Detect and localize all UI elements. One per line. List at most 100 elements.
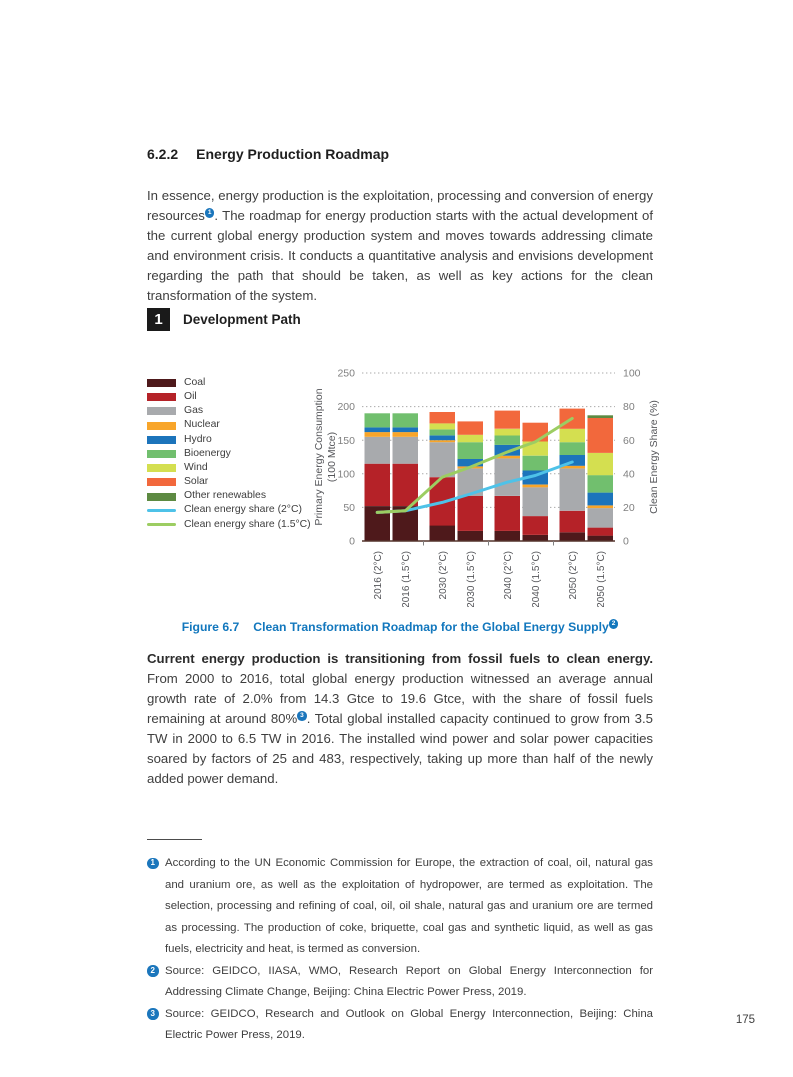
bar-segment: [429, 440, 455, 443]
footnote-marker-cell: 1: [147, 853, 165, 961]
footnote-text: Source: GEIDCO, Research and Outlook on …: [165, 1007, 653, 1042]
legend-swatch: [147, 435, 176, 444]
left-axis-tick: 200: [337, 401, 355, 413]
bar-segment: [457, 496, 483, 531]
legend-item: Clean energy share (1.5°C): [147, 518, 311, 530]
section-number: 6.2.2: [147, 146, 179, 162]
bar-segment: [587, 505, 613, 509]
chart: 0 0 50 20 100 40 150 60 200 80 250 100 2016 (2°C) 201…: [310, 361, 702, 607]
bar-segment: [587, 492, 613, 506]
page-content: 6.2.2 Energy Production Roadmap In essen…: [147, 146, 660, 1047]
left-axis-tick: 0: [349, 536, 355, 548]
legend-swatch: [147, 421, 176, 430]
bar-segment: [559, 428, 585, 443]
bar-segment: [587, 418, 613, 453]
legend-label: Clean energy share (1.5°C): [184, 518, 311, 530]
right-axis-tick: 80: [623, 401, 635, 413]
bar-segment: [559, 532, 585, 541]
bar-segment: [494, 444, 520, 456]
bar-segment: [559, 510, 585, 533]
x-axis-label: 2030 (1.5°C): [466, 551, 477, 607]
x-axis-label: 2040 (1.5°C): [531, 551, 542, 607]
legend-item: Clean energy share (2°C): [147, 505, 310, 515]
legend-item: Solar: [147, 476, 310, 488]
bar-segment: [457, 442, 483, 459]
figure-caption-label: Figure 6.7: [181, 620, 240, 634]
footnote-marker-cell: 2: [147, 961, 165, 1004]
bar-segment: [429, 412, 455, 424]
footnote-marker: 3: [147, 1008, 159, 1020]
bar-segment: [457, 434, 483, 443]
footnote-marker-cell: 3: [147, 1004, 165, 1047]
bar-segment: [559, 442, 585, 455]
intro-paragraph: In essence, energy production is the exp…: [147, 186, 653, 306]
footnote-divider: [147, 839, 202, 840]
body-paragraph: Current energy production is transitioni…: [147, 649, 653, 789]
left-axis-tick: 100: [337, 468, 355, 480]
left-axis-tick: 50: [343, 502, 355, 514]
footnote-item: 3 Source: GEIDCO, Research and Outlook on…: [147, 1004, 653, 1047]
bar-segment: [392, 432, 418, 437]
bar-segment: [392, 427, 418, 433]
bar-segment: [559, 465, 585, 469]
intro-text-after-ref: . The roadmap for energy production star…: [147, 208, 653, 303]
bar-segment: [587, 475, 613, 493]
legend-swatch: [147, 379, 176, 387]
footnote-item: 1 According to the UN Economic Commission…: [147, 853, 653, 961]
chart-legend: Coal Oil Gas Nuclear Hydro Bioenergy Wind Solar…: [147, 361, 311, 535]
footnotes: 1 According to the UN Economic Commission…: [147, 853, 653, 1047]
footnote-ref-2: 2: [608, 619, 619, 629]
right-axis-title: Clean Energy Share (%): [648, 400, 660, 514]
footnote-item: 2 Source: GEIDCO, IIASA, WMO, Research Re…: [147, 961, 653, 1004]
figure: Coal Oil Gas Nuclear Hydro Bioenergy Wind Solar…: [147, 361, 660, 607]
bar-segment: [494, 410, 520, 429]
footnote-text: According to the UN Economic Commission …: [165, 857, 653, 955]
bar-segment: [457, 459, 483, 467]
bar-segment: [522, 516, 548, 535]
legend-swatch: [147, 464, 176, 473]
legend-label: Hydro: [184, 433, 212, 445]
bar-segment: [522, 455, 548, 471]
legend-swatch: [147, 492, 176, 501]
numbered-badge: 1: [147, 308, 170, 331]
legend-label: Wind: [184, 461, 208, 473]
bar-segment: [587, 415, 613, 418]
bar-segment: [522, 535, 548, 541]
bar-segment: [494, 435, 520, 445]
right-axis-tick: 40: [623, 468, 635, 480]
bar-segment: [494, 458, 520, 496]
bar-segment: [494, 428, 520, 436]
left-axis-tick: 150: [337, 435, 355, 447]
bar-segment: [429, 525, 455, 541]
right-axis-tick: 20: [623, 502, 635, 514]
bar-segment: [392, 436, 418, 464]
legend-item: Wind: [147, 461, 310, 473]
legend-label: Solar: [184, 476, 209, 488]
legend-swatch: [147, 449, 176, 458]
body-lead-sentence: Current energy production is transitioni…: [147, 651, 653, 666]
x-axis-label: 2030 (2°C): [438, 551, 449, 599]
bar-segment: [429, 442, 455, 478]
share-line: [375, 416, 574, 514]
footnote-marker: 2: [147, 965, 159, 977]
development-path-heading: 1 Development Path: [147, 308, 653, 331]
bar-segment: [587, 527, 613, 536]
bar-segment: [457, 421, 483, 435]
bar-segment: [559, 468, 585, 511]
section-heading: 6.2.2 Energy Production Roadmap: [147, 146, 653, 163]
development-path-title: Development Path: [183, 312, 301, 327]
right-axis-tick: 100: [623, 368, 641, 380]
legend-item: Bioenergy: [147, 448, 310, 459]
section-title: Energy Production Roadmap: [196, 146, 390, 162]
bar-segment: [392, 463, 418, 506]
bar-segment: [522, 484, 548, 488]
legend-item: Nuclear: [147, 419, 310, 430]
bar-segment: [522, 487, 548, 517]
legend-item: Coal: [147, 376, 310, 388]
body-text-before-ref: From 2000 to 2016, total global energy p…: [147, 671, 653, 726]
legend-label: Coal: [184, 376, 206, 388]
x-axis-label: 2016 (2°C): [373, 551, 384, 599]
x-axis-label: 2040 (2°C): [503, 551, 514, 599]
left-axis-tick: 250: [337, 368, 355, 380]
bar-segment: [364, 413, 390, 428]
